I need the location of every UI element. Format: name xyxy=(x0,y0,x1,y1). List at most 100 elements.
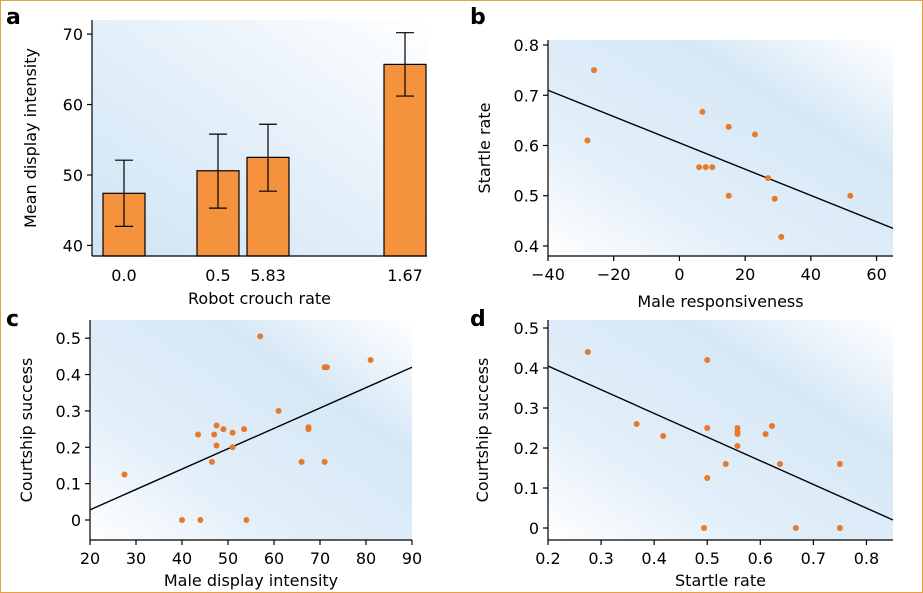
data-point xyxy=(584,349,591,355)
trend-line xyxy=(89,366,413,511)
y-tick-label: 60 xyxy=(63,96,83,115)
y-tick-label: 0.5 xyxy=(56,329,81,348)
data-point xyxy=(776,461,783,467)
x-tick-label: 20 xyxy=(80,549,100,568)
x-tick-label: 20 xyxy=(735,265,755,284)
data-point xyxy=(704,425,711,431)
data-point xyxy=(771,195,778,202)
panel-c-letter: c xyxy=(6,307,19,332)
x-tick-label: 70 xyxy=(310,549,330,568)
data-point xyxy=(704,357,711,363)
panel-b-background xyxy=(548,40,893,256)
data-point xyxy=(752,131,758,138)
x-tick-label: 0.7 xyxy=(801,549,826,568)
x-tick-label: −40 xyxy=(531,265,565,284)
x-tick-label: 40 xyxy=(172,549,192,568)
data-point xyxy=(633,421,640,427)
x-tick-label: 0.5 xyxy=(695,549,720,568)
data-point xyxy=(722,461,729,467)
x-tick-label: 90 xyxy=(402,549,422,568)
data-point xyxy=(321,364,328,371)
data-point xyxy=(701,525,708,531)
y-axis-label: Mean display intensity xyxy=(21,48,40,228)
x-tick-label: 0.5 xyxy=(205,266,230,285)
data-point xyxy=(213,422,220,429)
x-tick-label: 60 xyxy=(264,549,284,568)
data-point xyxy=(208,458,215,465)
data-point xyxy=(298,458,305,465)
x-axis-label: Startle rate xyxy=(675,571,766,590)
y-tick-label: 0.1 xyxy=(56,475,81,494)
y-tick-label: 0.4 xyxy=(56,366,81,385)
data-point xyxy=(220,426,227,433)
data-point xyxy=(197,517,204,523)
data-point xyxy=(836,525,843,531)
data-point xyxy=(762,431,769,437)
data-point xyxy=(243,517,250,523)
y-tick-label: 0.4 xyxy=(514,359,539,378)
data-point xyxy=(275,407,282,414)
y-tick-label: 0.6 xyxy=(514,136,539,155)
x-tick-label: 0.2 xyxy=(535,549,560,568)
data-point xyxy=(734,431,741,437)
trend-line xyxy=(547,365,894,521)
y-tick-label: 40 xyxy=(63,236,83,255)
data-point xyxy=(195,431,202,438)
y-tick-label: 0.7 xyxy=(514,86,539,105)
y-tick-label: 0 xyxy=(529,519,539,538)
y-tick-label: 50 xyxy=(63,166,83,185)
y-tick-label: 0.3 xyxy=(56,402,81,421)
x-tick-label: 50 xyxy=(218,549,238,568)
y-axis-label: Courtship success xyxy=(473,358,492,503)
x-tick-label: 0.4 xyxy=(641,549,666,568)
panel-d-letter: d xyxy=(470,307,486,332)
x-tick-label: 60 xyxy=(866,265,886,284)
data-point xyxy=(709,164,716,171)
x-tick-label: 1.67 xyxy=(387,266,423,285)
data-point xyxy=(229,429,236,436)
y-tick-label: 0.1 xyxy=(514,479,539,498)
data-point xyxy=(765,175,772,182)
y-tick-label: 70 xyxy=(63,25,83,44)
panel-b: b 0.4 0.5 0.6 0.7 0.8 −40 −20 0 20 40 60 Male respo… xyxy=(470,5,894,311)
panel-c: c 0 0.1 0.2 0.3 0.4 0.5 20 30 40 50 60 70 80 90 Male d… xyxy=(6,307,422,590)
trend-line xyxy=(547,89,894,230)
data-point xyxy=(211,431,218,438)
panel-d-background xyxy=(548,320,893,540)
data-point xyxy=(778,233,785,240)
x-tick-label: 40 xyxy=(801,265,821,284)
panel-c-background xyxy=(90,320,412,540)
data-point xyxy=(121,471,128,478)
panel-a-letter: a xyxy=(6,5,21,30)
x-axis-label: Male responsiveness xyxy=(637,292,803,311)
panel-a: a 0.0 0.5 5.83 1.67 40 50 60 70 Robot crouch rat… xyxy=(6,5,427,308)
data-point xyxy=(591,67,597,74)
data-point xyxy=(734,443,741,449)
data-point xyxy=(229,444,236,451)
x-tick-label: 0.3 xyxy=(588,549,613,568)
y-tick-label: 0.2 xyxy=(514,439,539,458)
data-point xyxy=(241,426,248,433)
data-point xyxy=(321,458,328,465)
y-tick-label: 0.4 xyxy=(514,237,539,256)
y-tick-label: 0.5 xyxy=(514,187,539,206)
data-point xyxy=(305,426,312,433)
x-tick-label: 0 xyxy=(674,265,684,284)
data-point xyxy=(660,433,667,439)
data-point xyxy=(699,108,706,115)
data-point xyxy=(179,517,185,523)
y-axis-label: Startle rate xyxy=(475,103,494,194)
data-point xyxy=(213,442,220,449)
x-tick-label: 5.83 xyxy=(250,266,286,285)
data-point xyxy=(584,137,591,144)
data-point xyxy=(367,357,374,363)
x-tick-label: 30 xyxy=(126,549,146,568)
y-axis-label: Courtship success xyxy=(17,358,36,503)
data-point xyxy=(702,164,709,171)
y-tick-label: 0.3 xyxy=(514,399,539,418)
data-point xyxy=(792,525,799,531)
y-tick-label: 0.5 xyxy=(514,319,539,338)
x-tick-label: 0.0 xyxy=(111,266,136,285)
y-tick-label: 0 xyxy=(71,511,81,530)
